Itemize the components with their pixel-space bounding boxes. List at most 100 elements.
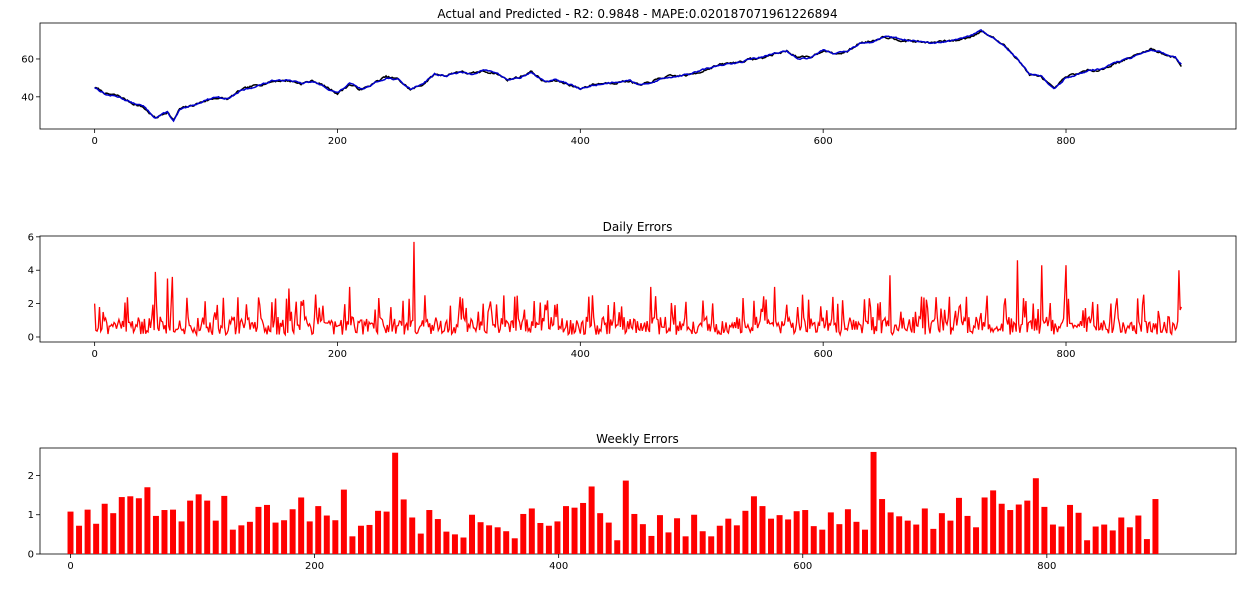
y-tick-label: 6 [28,232,34,243]
bar [990,490,997,554]
bar [588,486,595,554]
bar [426,510,433,554]
bar [1075,512,1082,554]
y-tick-label: 1 [28,510,34,521]
bar [887,512,894,554]
bar [1118,517,1125,554]
bar [503,531,510,554]
y-tick-label: 2 [28,299,34,310]
bar [434,519,441,554]
x-tick-label: 0 [91,136,97,147]
bar [819,529,826,554]
bar [810,526,817,554]
y-tick-label: 60 [21,54,34,65]
bar [281,520,288,554]
bar [580,502,587,554]
bar [520,513,527,554]
bar [862,529,868,554]
bar [349,536,356,554]
bar [665,532,672,554]
bar [1015,504,1022,554]
bar [298,497,305,554]
bar [469,514,476,554]
x-tick-label: 600 [814,136,833,147]
bar [622,480,629,554]
bar [255,506,262,554]
bar [844,509,851,554]
x-tick-label: 400 [571,136,590,147]
y-tick-label: 0 [28,332,34,343]
bar [827,512,834,554]
bar [144,487,151,554]
plot-frame [39,22,1237,130]
plot-frame [39,447,1237,555]
bar [135,498,142,554]
x-tick-label: 600 [793,561,812,572]
bar [537,522,544,554]
bar [392,452,399,554]
bar [879,499,886,554]
bar [323,515,330,554]
bar [981,497,988,554]
bar [904,520,911,554]
bar [545,525,552,554]
chart-title: Weekly Errors [596,432,679,446]
bar [1092,526,1099,554]
bar [340,489,347,554]
bar [1024,500,1031,554]
y-tick-label: 2 [28,471,34,482]
x-tick-label: 200 [305,561,324,572]
bar [699,531,706,554]
bar [118,497,125,554]
bar [93,523,100,554]
chart-title: Daily Errors [603,220,673,234]
bar [691,514,698,554]
bar [930,528,937,554]
panel-weekly-errors: Weekly Errors 0 200 400 600 800 0 1 2 [28,432,1237,572]
bar [272,522,279,554]
y-tick-label: 40 [21,92,34,103]
bar [161,510,168,554]
bar [853,521,860,554]
bar [76,525,83,554]
bar [357,525,364,554]
bar [152,515,159,554]
bar [639,524,646,554]
bar [289,509,296,554]
bar [921,508,928,554]
bar [84,509,91,554]
bar [1143,539,1150,554]
bar [417,533,424,554]
y-tick-label: 0 [28,550,34,561]
x-tick-label: 200 [328,136,347,147]
x-tick-label: 800 [1056,349,1075,360]
bar [742,510,749,554]
bar [955,497,962,554]
bar [195,494,202,554]
bar [1049,524,1056,554]
bar [1126,527,1133,554]
bar [494,527,501,554]
bar [246,521,253,554]
bar [187,500,194,554]
panel-daily-errors: Daily Errors 0 200 400 600 800 0 2 4 6 [28,220,1237,360]
bar [375,510,382,554]
bar [67,511,74,554]
bar [938,513,945,554]
bar [101,503,108,554]
bar [750,496,757,554]
x-tick-label: 400 [549,561,568,572]
bar [315,506,322,554]
bar [793,511,800,554]
bar [212,520,219,554]
bar [870,451,877,554]
series-line-daily-errors [93,241,1182,338]
bar [1041,506,1048,554]
bar [127,496,134,554]
bar [1084,540,1091,554]
bar [170,509,177,554]
bar [110,513,117,554]
bar [1135,515,1142,554]
bar [674,518,681,554]
